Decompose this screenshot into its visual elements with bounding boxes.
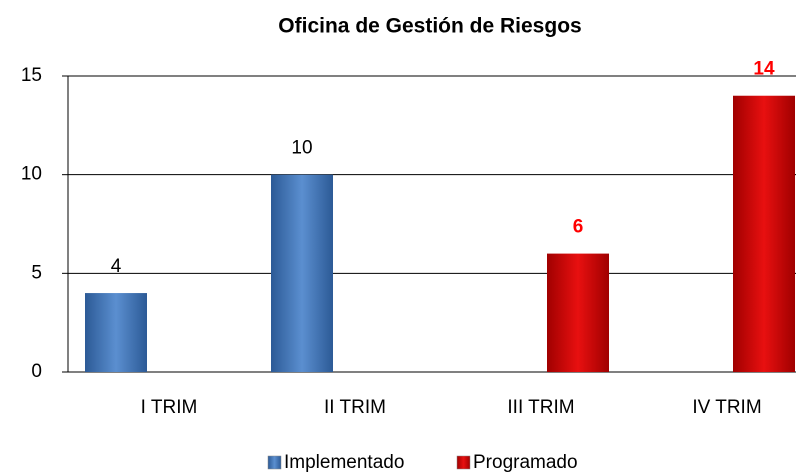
y-tick-label: 15 — [21, 65, 42, 86]
bar — [733, 95, 795, 372]
data-label: 14 — [753, 59, 775, 80]
bar — [547, 253, 609, 372]
data-label: 10 — [291, 138, 312, 159]
legend-label: Implementado — [284, 452, 404, 472]
x-tick-label: II TRIM — [324, 397, 386, 418]
x-tick-label: IV TRIM — [692, 397, 761, 418]
y-tick-label: 5 — [31, 262, 42, 283]
y-tick-label: 10 — [21, 164, 42, 185]
data-label: 6 — [573, 217, 584, 238]
x-tick-label: I TRIM — [141, 397, 198, 418]
legend-label: Programado — [473, 452, 578, 472]
data-label: 4 — [111, 256, 122, 277]
legend-swatch — [456, 455, 471, 470]
y-tick-label: 0 — [31, 361, 42, 382]
x-tick-label: III TRIM — [507, 397, 574, 418]
legend-swatch — [267, 455, 282, 470]
chart-title: Oficina de Gestión de Riesgos — [278, 15, 581, 38]
bar — [85, 293, 147, 372]
bar — [271, 174, 333, 372]
